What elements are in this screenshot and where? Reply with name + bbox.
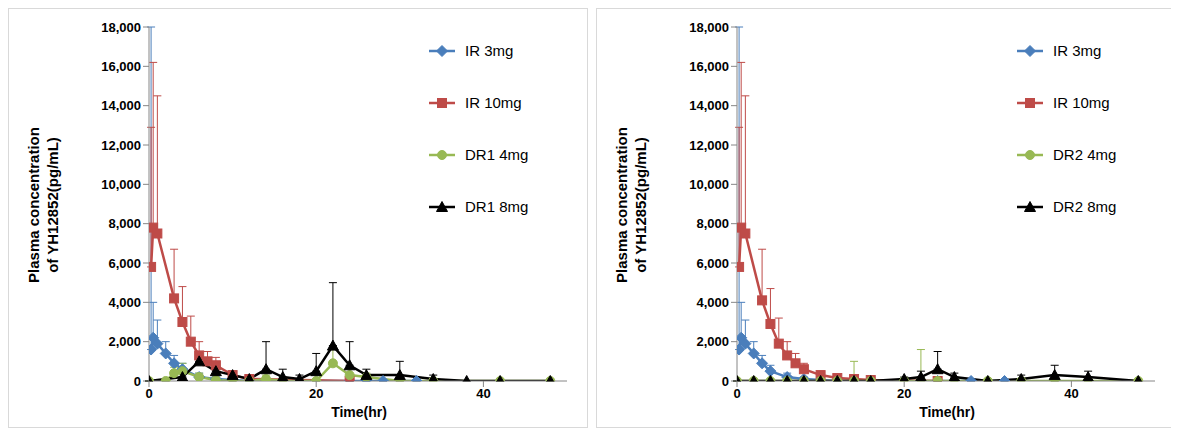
svg-text:IR 3mg: IR 3mg <box>1053 42 1101 59</box>
svg-text:of YH12852(pg/mL): of YH12852(pg/mL) <box>632 137 649 273</box>
svg-text:Time(hr): Time(hr) <box>331 404 387 420</box>
svg-text:2,000: 2,000 <box>696 334 729 349</box>
svg-text:40: 40 <box>476 386 490 401</box>
svg-text:4,000: 4,000 <box>108 295 141 310</box>
svg-text:18,000: 18,000 <box>689 20 729 35</box>
svg-text:0: 0 <box>134 374 141 389</box>
svg-text:8,000: 8,000 <box>108 216 141 231</box>
svg-text:IR 3mg: IR 3mg <box>465 42 513 59</box>
svg-text:20: 20 <box>309 386 323 401</box>
svg-text:6,000: 6,000 <box>696 256 729 271</box>
svg-text:8,000: 8,000 <box>696 216 729 231</box>
svg-text:20: 20 <box>897 386 911 401</box>
svg-text:0: 0 <box>733 386 740 401</box>
svg-text:0: 0 <box>145 386 152 401</box>
svg-text:6,000: 6,000 <box>108 256 141 271</box>
svg-text:Plasma concentration: Plasma concentration <box>613 127 630 283</box>
svg-text:16,000: 16,000 <box>689 59 729 74</box>
svg-text:2,000: 2,000 <box>108 334 141 349</box>
svg-text:IR 10mg: IR 10mg <box>1053 94 1110 111</box>
svg-text:Time(hr): Time(hr) <box>919 404 975 420</box>
svg-text:DR2 8mg: DR2 8mg <box>1053 198 1116 215</box>
svg-text:DR2 4mg: DR2 4mg <box>1053 146 1116 163</box>
svg-text:18,000: 18,000 <box>101 20 141 35</box>
svg-text:Plasma concentration: Plasma concentration <box>25 127 42 283</box>
svg-text:of YH12852(pg/mL): of YH12852(pg/mL) <box>44 137 61 273</box>
svg-text:14,000: 14,000 <box>101 98 141 113</box>
svg-text:DR1 4mg: DR1 4mg <box>465 146 528 163</box>
svg-text:10,000: 10,000 <box>101 177 141 192</box>
svg-text:10,000: 10,000 <box>689 177 729 192</box>
svg-text:40: 40 <box>1064 386 1078 401</box>
svg-text:14,000: 14,000 <box>689 98 729 113</box>
svg-text:12,000: 12,000 <box>101 138 141 153</box>
svg-text:16,000: 16,000 <box>101 59 141 74</box>
svg-text:0: 0 <box>722 374 729 389</box>
svg-text:4,000: 4,000 <box>696 295 729 310</box>
svg-text:DR1 8mg: DR1 8mg <box>465 198 528 215</box>
svg-text:12,000: 12,000 <box>689 138 729 153</box>
svg-text:IR 10mg: IR 10mg <box>465 94 522 111</box>
